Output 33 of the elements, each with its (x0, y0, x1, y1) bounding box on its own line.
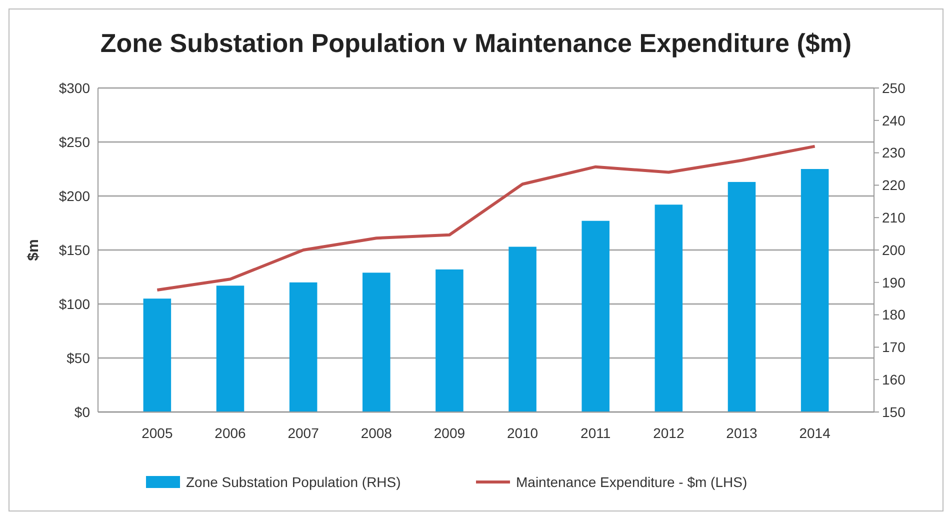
x-tick-label: 2009 (434, 425, 466, 441)
legend-label: Maintenance Expenditure - $m (LHS) (516, 474, 748, 490)
legend-label: Zone Substation Population (RHS) (186, 474, 401, 490)
y-tick-label: $250 (58, 134, 90, 150)
x-tick-label: 2013 (726, 425, 758, 441)
x-tick-label: 2006 (214, 425, 246, 441)
y-tick-label: $200 (58, 188, 90, 204)
y-axis-title: $m (25, 239, 42, 261)
x-tick-label: 2007 (288, 425, 320, 441)
y2-tick-label: 150 (882, 404, 906, 420)
x-tick-label: 2005 (142, 425, 173, 441)
y-tick-label: $150 (58, 242, 90, 258)
y-tick-label: $50 (66, 350, 90, 366)
y2-tick-label: 180 (882, 306, 906, 323)
y2-tick-label: 160 (882, 372, 906, 388)
x-tick-label: 2012 (653, 425, 684, 441)
line-series (156, 144, 816, 292)
y2-tick-label: 200 (882, 242, 906, 258)
y2-tick-label: 230 (882, 144, 906, 161)
y2-tick-label: 210 (882, 210, 906, 226)
y2-tick-label: 220 (882, 177, 906, 194)
x-tick-label: 2014 (799, 425, 831, 441)
x-tick-label: 2010 (506, 425, 538, 441)
x-tick-label: 2011 (580, 425, 611, 441)
y2-tick-label: 240 (882, 112, 906, 128)
y-tick-label: $0 (74, 404, 90, 420)
y2-tick-label: 190 (882, 274, 906, 290)
y2-tick-label: 170 (882, 339, 906, 356)
y2-tick-label: 250 (882, 80, 906, 96)
x-tick-label: 2008 (360, 425, 392, 441)
chart-title: Zone Substation Population v Maintenance Expenditure ($m) (100, 28, 852, 58)
y-tick-label: $100 (58, 296, 90, 312)
y-tick-label: $300 (58, 80, 90, 96)
